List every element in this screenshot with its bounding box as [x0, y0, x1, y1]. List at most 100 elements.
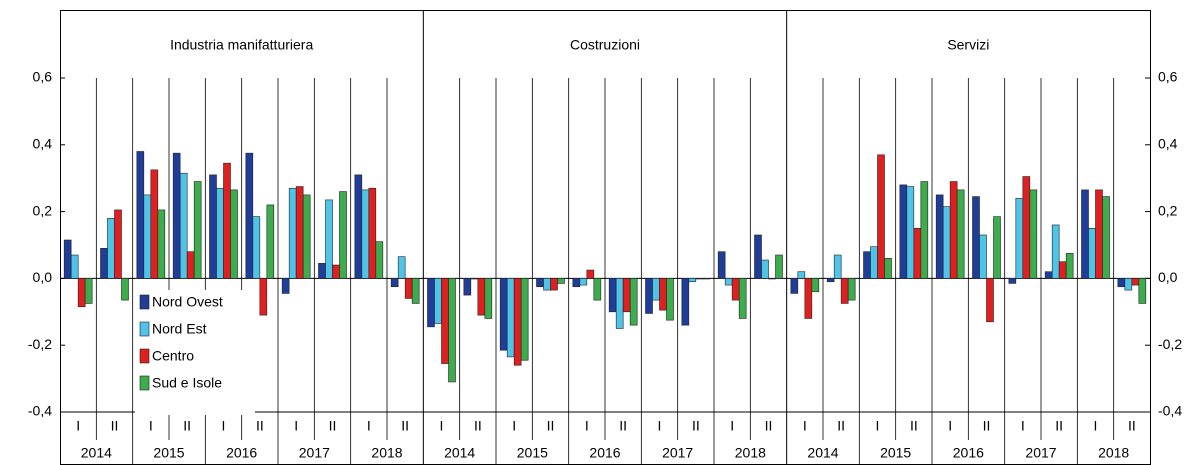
bar [863, 251, 871, 279]
bar [121, 278, 129, 301]
half-label: I [585, 418, 589, 434]
half-label: II [183, 418, 191, 434]
bar [223, 162, 231, 279]
bar [172, 152, 181, 279]
half-label: I [440, 418, 444, 434]
bar [681, 278, 690, 326]
panel-title: Industria manifatturiera [170, 37, 313, 53]
year-label: 2014 [444, 445, 475, 461]
bar [1138, 278, 1147, 304]
bar [266, 204, 275, 279]
bar [913, 228, 922, 279]
bar [608, 278, 617, 313]
bar [847, 278, 856, 301]
y2-tick-label: 0,4 [1158, 136, 1178, 152]
half-label: II [111, 418, 119, 434]
y2-tick-label: -0,4 [1158, 403, 1182, 419]
bar [390, 278, 399, 288]
bar [375, 241, 384, 279]
bar [143, 194, 152, 279]
bar [230, 189, 238, 279]
bar [899, 184, 908, 279]
half-label: II [619, 418, 627, 434]
bar [434, 278, 442, 324]
bar [666, 278, 674, 321]
bar [302, 194, 311, 279]
half-label: I [149, 418, 153, 434]
year-label: 2016 [953, 445, 984, 461]
bar [1095, 189, 1103, 279]
bar [775, 254, 783, 279]
bar [593, 278, 602, 301]
bar [804, 278, 813, 319]
bar [448, 278, 456, 383]
bar [622, 278, 631, 313]
year-label: 2014 [807, 445, 838, 461]
bar [150, 169, 159, 279]
half-label: II [692, 418, 700, 434]
bar [731, 278, 740, 301]
bar [659, 278, 667, 311]
bar [797, 271, 806, 279]
bar [543, 278, 551, 291]
half-label: II [837, 418, 845, 434]
y-tick-label: -0,2 [28, 336, 52, 352]
bar [281, 278, 290, 294]
bar [652, 278, 660, 301]
bar [107, 217, 115, 279]
bar [259, 278, 268, 316]
year-label: 2016 [226, 445, 257, 461]
bar [702, 278, 711, 280]
half-label: II [256, 418, 264, 434]
year-label: 2016 [589, 445, 620, 461]
bar [484, 278, 493, 319]
y-tick-label: 0,2 [33, 202, 53, 218]
bar [956, 189, 965, 279]
bar [688, 278, 697, 283]
year-label: 2015 [153, 445, 184, 461]
y2-tick-label: 0,2 [1158, 202, 1178, 218]
bar [325, 199, 333, 279]
bar [441, 278, 449, 364]
y2-tick-label: 0,6 [1158, 69, 1178, 85]
bar [579, 278, 588, 286]
half-label: I [730, 418, 734, 434]
bar [1124, 278, 1133, 291]
bar [572, 278, 581, 288]
bar [520, 278, 529, 361]
legend-label: Sud e Isole [152, 375, 222, 391]
bar [100, 248, 108, 279]
year-label: 2015 [517, 445, 548, 461]
bar [1015, 197, 1024, 279]
year-label: 2018 [371, 445, 402, 461]
half-label: I [1094, 418, 1098, 434]
bar [615, 278, 624, 329]
half-label: I [367, 418, 371, 434]
half-label: II [547, 418, 555, 434]
bar [114, 209, 122, 279]
bar [629, 278, 638, 326]
panel-title: Costruzioni [570, 37, 640, 53]
bar [811, 278, 820, 293]
bar [1131, 278, 1140, 286]
legend-label: Centro [152, 348, 194, 364]
year-label: 2018 [735, 445, 766, 461]
bar [477, 278, 486, 316]
bar [840, 278, 849, 304]
bar [1117, 278, 1126, 288]
bar [1044, 271, 1053, 279]
bar [586, 269, 595, 279]
y-tick-label: -0,4 [28, 403, 52, 419]
panel-title: Servizi [947, 37, 989, 53]
half-label: II [910, 418, 918, 434]
bar [186, 251, 195, 279]
bar [354, 174, 363, 279]
half-label: II [474, 418, 482, 434]
bar [70, 254, 79, 279]
bar [513, 278, 522, 366]
bar [870, 246, 878, 279]
bar [949, 181, 958, 279]
bar [877, 154, 885, 279]
legend-swatch [139, 321, 150, 337]
bar [979, 234, 987, 279]
